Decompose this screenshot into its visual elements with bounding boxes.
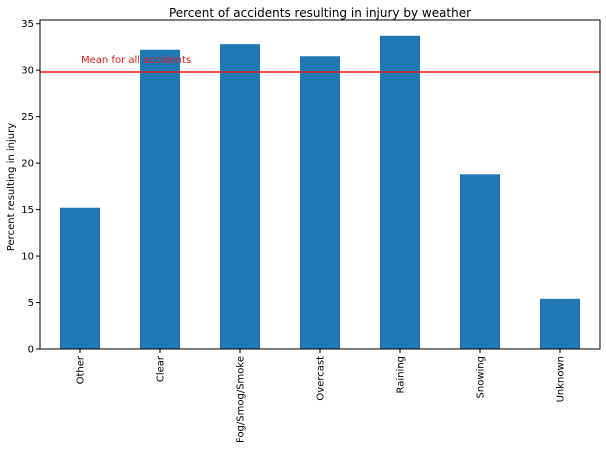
x-tick-label: Snowing bbox=[476, 356, 487, 398]
bar-clear bbox=[140, 49, 180, 350]
y-axis: 0 5 10 15 20 25 30 35 bbox=[21, 19, 40, 356]
y-axis-label: Percent resulting in injury bbox=[6, 123, 17, 251]
bar-snowing bbox=[460, 174, 500, 349]
bar-overcast bbox=[300, 56, 340, 349]
x-tick-label: Other bbox=[76, 355, 87, 384]
y-tick-label: 35 bbox=[21, 19, 34, 30]
x-tick-label: Clear bbox=[156, 355, 167, 382]
y-tick-label: 5 bbox=[28, 298, 34, 309]
x-tick-label: Overcast bbox=[316, 356, 327, 401]
x-tick-label: Unknown bbox=[556, 356, 567, 402]
y-tick-label: 25 bbox=[21, 112, 34, 123]
bar-fog-smog-smoke bbox=[220, 44, 260, 349]
y-tick-label: 0 bbox=[28, 345, 34, 356]
chart-title: Percent of accidents resulting in injury… bbox=[169, 6, 471, 20]
bars-group bbox=[60, 35, 580, 350]
x-tick-label: Fog/Smog/Smoke bbox=[236, 356, 247, 443]
y-tick-label: 15 bbox=[21, 205, 34, 216]
bar-unknown bbox=[540, 298, 580, 349]
y-tick-label: 20 bbox=[21, 159, 34, 170]
reference-line-group: Mean for all accidents bbox=[40, 55, 600, 73]
bar-other bbox=[60, 207, 100, 349]
y-tick-label: 30 bbox=[21, 66, 34, 77]
mean-reference-label: Mean for all accidents bbox=[81, 55, 191, 66]
bar-raining bbox=[380, 35, 420, 350]
y-tick-label: 10 bbox=[21, 252, 34, 263]
x-tick-label: Raining bbox=[396, 356, 407, 393]
x-axis: Other Clear Fog/Smog/Smoke Overcast Raining S… bbox=[76, 349, 567, 443]
